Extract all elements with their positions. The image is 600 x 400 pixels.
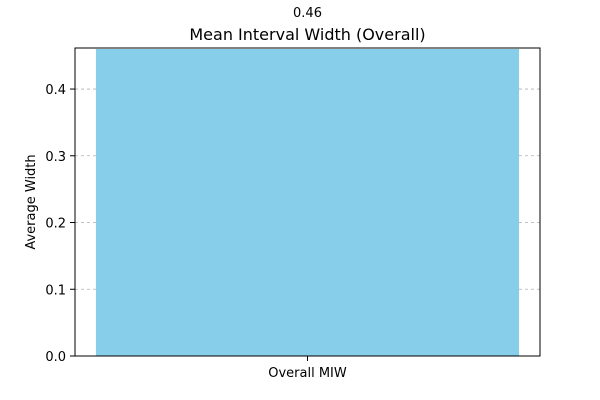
y-tick-label: 0.0 (45, 350, 66, 365)
chart-title: Mean Interval Width (Overall) (189, 25, 425, 44)
bar (95, 49, 520, 356)
bars (95, 49, 520, 356)
x-tick-label: Overall MIW (268, 366, 347, 381)
y-tick-label: 0.2 (45, 217, 66, 232)
ticks (70, 88, 308, 361)
labels: 0.0 0.1 0.2 0.3 0.4 Overall MIW 0.46 (45, 6, 347, 381)
y-tick-label: 0.3 (45, 150, 66, 165)
bar-value-label: 0.46 (293, 6, 322, 21)
y-tick-label: 0.4 (45, 83, 66, 98)
y-axis-label: Average Width (24, 154, 39, 249)
y-tick-label: 0.1 (45, 283, 66, 298)
